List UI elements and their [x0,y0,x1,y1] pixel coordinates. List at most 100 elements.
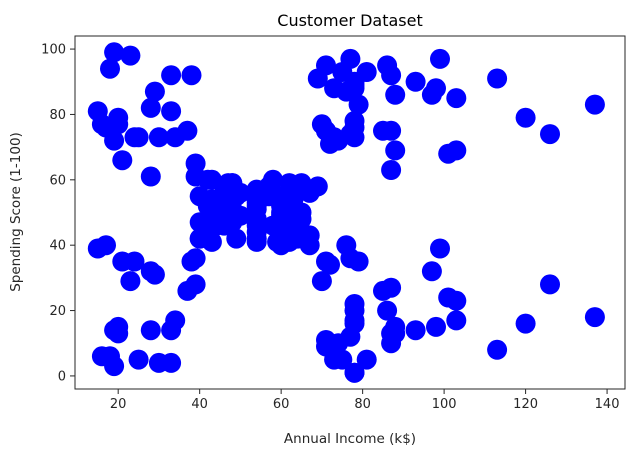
x-tick-label: 60 [273,397,290,412]
data-point [96,235,116,256]
data-point [161,65,182,86]
data-point [307,176,328,197]
data-point [426,78,446,99]
data-point [348,251,369,272]
data-point [144,81,165,102]
data-point [104,130,125,151]
data-point [446,88,467,109]
data-point [201,169,222,190]
data-point [161,352,182,373]
data-point [201,231,222,252]
data-point [104,42,125,63]
data-point [246,215,267,236]
data-point [140,166,161,187]
data-point [226,228,247,249]
x-axis-label: Annual Income (k$) [284,431,416,447]
data-point [344,75,365,95]
data-point [185,274,206,295]
data-point [344,313,365,334]
data-point [356,349,377,370]
data-point [161,101,182,122]
data-point [356,62,377,82]
data-point [263,169,283,190]
data-point [487,339,508,360]
data-point [332,349,353,370]
data-point [311,271,332,292]
data-point [100,58,120,79]
x-tick-label: 20 [110,397,127,412]
data-point [381,65,402,86]
data-point [385,84,406,105]
data-point [230,205,251,226]
y-tick-label: 40 [49,239,66,254]
data-point [385,140,406,161]
x-tick-label: 80 [354,397,371,412]
data-point [405,71,426,92]
y-axis-ticks: 0 20 40 60 80 100 [41,43,75,384]
data-point [385,316,406,337]
data-point [124,251,145,272]
data-point [340,48,361,69]
data-point [344,111,365,131]
data-point [430,238,450,259]
data-point [104,356,125,377]
data-point [230,182,251,203]
data-point [112,150,133,171]
data-point [381,160,402,180]
y-tick-label: 20 [49,304,66,319]
data-point [291,202,312,223]
data-point [128,349,149,370]
data-point [421,261,442,282]
y-tick-label: 80 [49,108,66,123]
data-point [165,310,186,331]
data-point [515,313,536,334]
data-point [177,120,198,141]
data-point [348,94,369,115]
data-point [148,127,169,148]
data-point [185,248,206,269]
data-point [381,120,402,141]
data-point [108,107,129,128]
data-point [405,320,426,341]
x-axis-ticks: 20 40 60 80 100 120 140 [110,389,620,412]
data-point [108,323,129,344]
data-point [140,320,161,341]
data-point [446,140,467,161]
data-point [426,316,446,337]
data-point [446,310,467,331]
y-tick-label: 100 [41,43,66,58]
plot-frame [74,35,626,390]
x-tick-label: 140 [595,397,620,412]
data-point [120,45,141,66]
data-point [344,127,365,148]
axes-layer: 20 40 60 80 100 120 140 0 20 40 60 80 100 [41,35,626,412]
y-tick-label: 0 [58,369,66,384]
data-point [181,65,202,86]
chart-title: Customer Dataset [277,11,422,30]
data-point [320,254,340,275]
y-tick-label: 60 [49,173,66,188]
data-point [446,290,467,311]
x-tick-label: 120 [513,397,538,412]
y-axis-label: Spending Score (1-100) [8,132,24,292]
data-point [584,94,605,115]
data-point [430,48,450,69]
data-point [487,68,508,89]
data-point [515,107,536,128]
data-point [185,153,206,174]
data-point [540,274,560,295]
data-point [299,235,320,256]
data-point [316,55,336,76]
data-point [344,362,365,383]
x-tick-label: 100 [432,397,457,412]
points-layer [87,42,605,383]
data-point [144,264,165,285]
data-point [120,271,141,292]
x-tick-label: 40 [191,397,208,412]
data-point [381,277,402,298]
data-point [377,300,398,321]
data-point [140,97,161,118]
data-point [584,307,605,328]
